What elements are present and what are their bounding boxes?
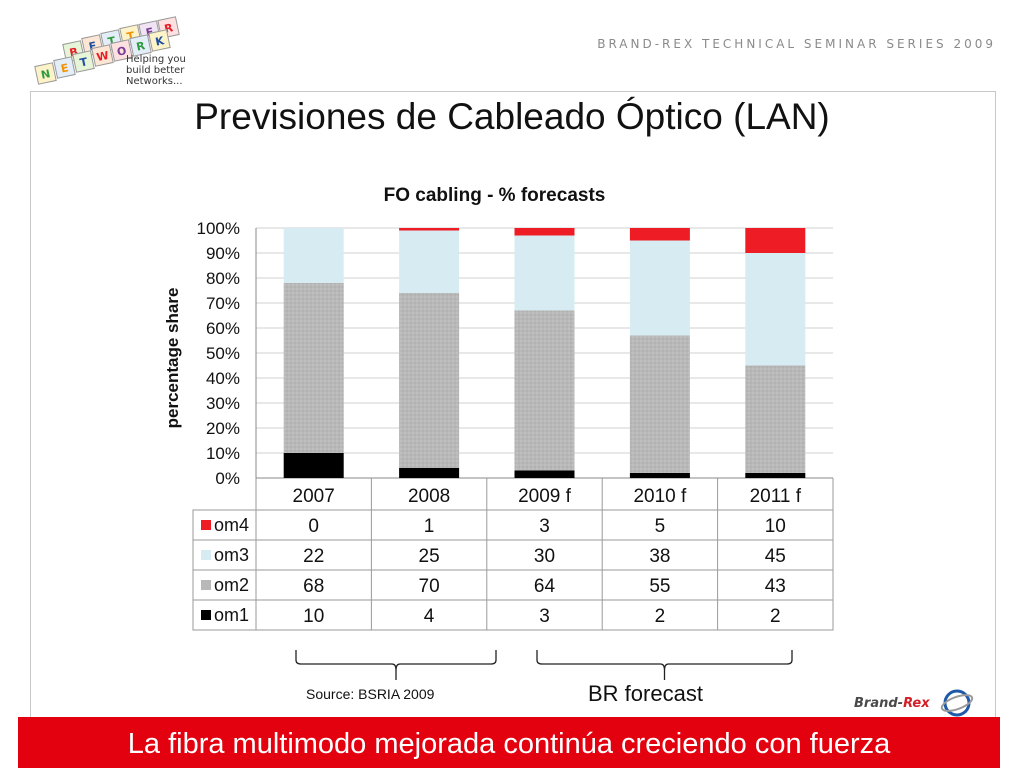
globe-icon: [940, 689, 974, 717]
bar-segment-om3: [399, 230, 460, 293]
bar-segment-om1: [283, 453, 344, 478]
bar-segment-om3: [283, 228, 344, 283]
logo-tagline-line2: build better Networks...: [126, 65, 185, 87]
y-tick-label: 100%: [197, 219, 240, 238]
table-cell-value: 5: [655, 516, 666, 537]
bar-segment-om1: [745, 473, 806, 478]
y-tick-label: 10%: [206, 444, 240, 463]
x-category-label: 2008: [408, 486, 450, 507]
footer-banner: La fibra multimodo mejorada continúa cre…: [18, 717, 1000, 768]
bar-segment-om2: [745, 365, 806, 473]
bar-segment-om3: [629, 240, 690, 336]
source-brace: [295, 650, 497, 680]
y-tick-label: 60%: [206, 319, 240, 338]
bar-segment-om3: [745, 253, 806, 366]
brand-prefix: Brand-: [854, 696, 904, 711]
y-tick-label: 20%: [206, 419, 240, 438]
legend-key-om1: [201, 610, 211, 620]
legend-key-om3: [201, 550, 211, 560]
slide-title: Previsiones de Cableado Óptico (LAN): [194, 96, 830, 137]
legend-key-om4: [201, 520, 211, 530]
table-cell-value: 43: [765, 576, 786, 597]
x-category-label: 2009 f: [518, 486, 572, 507]
seminar-series-title: BRAND-REX TECHNICAL SEMINAR SERIES 2009: [597, 37, 996, 51]
table-cell-value: 55: [649, 576, 670, 597]
bar-segment-om3: [514, 235, 575, 311]
table-cell-value: 38: [649, 546, 670, 567]
bar-segment-om1: [629, 473, 690, 478]
bar-segment-om1: [514, 470, 575, 478]
table-cell-value: 3: [539, 606, 550, 627]
br-forecast-label: BR forecast: [588, 681, 703, 706]
y-axis-label: percentage share: [163, 288, 182, 429]
y-tick-label: 70%: [206, 294, 240, 313]
y-tick-label: 30%: [206, 394, 240, 413]
footer-text: La fibra multimodo mejorada continúa cre…: [127, 728, 891, 760]
table-cell-value: 0: [308, 516, 319, 537]
bar-segment-om4: [745, 228, 806, 253]
table-cell-value: 70: [419, 576, 440, 597]
betternetwork-logo: BETTERNETWORK Helping you build better N…: [28, 16, 208, 87]
bar-segment-om1: [399, 468, 460, 478]
legend-key-om2: [201, 580, 211, 590]
source-label: Source: BSRIA 2009: [306, 686, 435, 702]
bar-segment-om4: [399, 228, 460, 231]
x-category-label: 2011 f: [750, 486, 802, 507]
bar-segment-om4: [629, 228, 690, 241]
table-cell-value: 10: [765, 516, 786, 537]
x-category-label: 2010 f: [633, 486, 687, 507]
y-tick-label: 90%: [206, 244, 240, 263]
forecast-brace: [536, 650, 793, 680]
y-tick-label: 80%: [206, 269, 240, 288]
chart-title: FO cabling - % forecasts: [384, 185, 606, 206]
table-cell-value: 22: [303, 546, 324, 567]
table-cell-value: 64: [534, 576, 556, 597]
x-category-label: 2007: [293, 486, 335, 507]
table-cell-value: 2: [770, 606, 781, 627]
bar-segment-om4: [514, 228, 575, 236]
brand-rex-wordmark: Brand-Rex: [854, 696, 930, 711]
bar-segment-om2: [283, 283, 344, 453]
legend-label-om4: om4: [214, 515, 249, 535]
bar-segment-om2: [629, 335, 690, 473]
brand-suffix: Rex: [903, 696, 930, 711]
legend-label-om2: om2: [214, 575, 249, 595]
table-cell-value: 45: [765, 546, 786, 567]
table-cell-value: 3: [539, 516, 550, 537]
y-tick-label: 50%: [206, 344, 240, 363]
brand-rex-logo: Brand-Rex: [852, 688, 977, 718]
table-cell-value: 68: [303, 576, 324, 597]
legend-label-om3: om3: [214, 545, 249, 565]
table-cell-value: 2: [655, 606, 666, 627]
bar-segment-om2: [399, 293, 460, 468]
logo-tagline: Helping you build better Networks...: [126, 54, 208, 87]
table-cell-value: 10: [303, 606, 324, 627]
legend-label-om1: om1: [214, 605, 249, 625]
table-cell-value: 30: [534, 546, 555, 567]
y-tick-label: 0%: [215, 469, 240, 488]
y-tick-label: 40%: [206, 369, 240, 388]
table-cell-value: 1: [424, 516, 435, 537]
bar-segment-om2: [514, 310, 575, 471]
table-cell-value: 4: [424, 606, 435, 627]
table-cell-value: 25: [419, 546, 440, 567]
logo-tagline-line1: Helping you: [126, 54, 186, 65]
